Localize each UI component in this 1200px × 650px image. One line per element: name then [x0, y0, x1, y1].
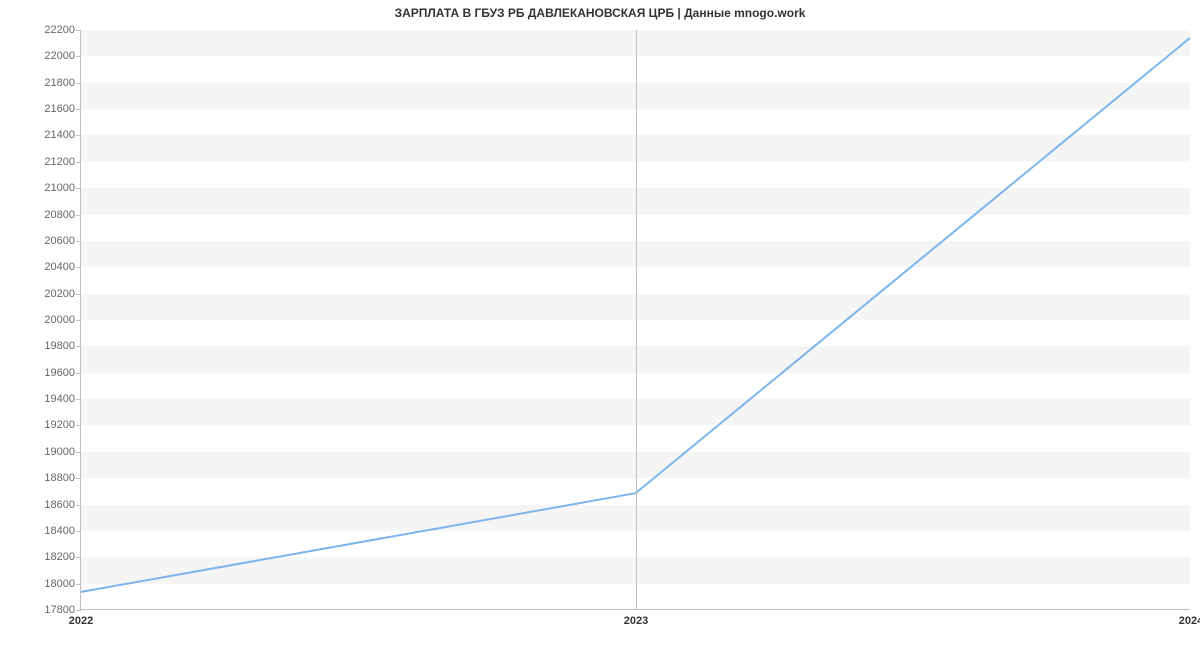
y-tick-mark — [76, 162, 81, 163]
y-tick-mark — [76, 452, 81, 453]
y-tick-label: 20200 — [44, 288, 75, 300]
y-tick-label: 21600 — [44, 103, 75, 115]
y-tick-label: 18600 — [44, 499, 75, 511]
y-tick-label: 21000 — [44, 182, 75, 194]
y-tick-mark — [76, 346, 81, 347]
y-tick-label: 19400 — [44, 393, 75, 405]
y-tick-label: 18200 — [44, 551, 75, 563]
x-tick-label: 2022 — [69, 615, 93, 627]
chart-title: ЗАРПЛАТА В ГБУЗ РБ ДАВЛЕКАНОВСКАЯ ЦРБ | … — [0, 6, 1200, 20]
y-tick-mark — [76, 320, 81, 321]
y-tick-label: 20800 — [44, 209, 75, 221]
y-tick-mark — [76, 30, 81, 31]
y-tick-mark — [76, 241, 81, 242]
y-tick-label: 21400 — [44, 129, 75, 141]
y-tick-mark — [76, 505, 81, 506]
y-tick-mark — [76, 531, 81, 532]
y-tick-label: 18000 — [44, 578, 75, 590]
y-tick-mark — [76, 478, 81, 479]
y-tick-label: 19800 — [44, 340, 75, 352]
y-tick-mark — [76, 56, 81, 57]
y-tick-label: 20400 — [44, 261, 75, 273]
y-tick-mark — [76, 584, 81, 585]
y-tick-label: 19200 — [44, 419, 75, 431]
x-grid-line — [636, 30, 637, 609]
y-tick-mark — [76, 610, 81, 611]
plot-area: 1780018000182001840018600188001900019200… — [80, 30, 1190, 610]
y-tick-label: 21200 — [44, 156, 75, 168]
y-tick-mark — [76, 109, 81, 110]
y-tick-label: 19000 — [44, 446, 75, 458]
y-tick-mark — [76, 267, 81, 268]
x-tick-label: 2024 — [1179, 615, 1200, 627]
y-tick-mark — [76, 188, 81, 189]
y-tick-mark — [76, 373, 81, 374]
y-tick-label: 19600 — [44, 367, 75, 379]
salary-chart: ЗАРПЛАТА В ГБУЗ РБ ДАВЛЕКАНОВСКАЯ ЦРБ | … — [0, 0, 1200, 650]
y-tick-label: 22200 — [44, 24, 75, 36]
y-tick-mark — [76, 425, 81, 426]
y-tick-mark — [76, 557, 81, 558]
y-tick-label: 18800 — [44, 472, 75, 484]
y-tick-mark — [76, 135, 81, 136]
y-tick-label: 20000 — [44, 314, 75, 326]
y-tick-label: 22000 — [44, 50, 75, 62]
y-tick-mark — [76, 399, 81, 400]
y-tick-mark — [76, 294, 81, 295]
y-tick-mark — [76, 83, 81, 84]
y-tick-label: 20600 — [44, 235, 75, 247]
y-tick-mark — [76, 215, 81, 216]
x-tick-label: 2023 — [624, 615, 648, 627]
y-tick-label: 18400 — [44, 525, 75, 537]
y-tick-label: 21800 — [44, 77, 75, 89]
